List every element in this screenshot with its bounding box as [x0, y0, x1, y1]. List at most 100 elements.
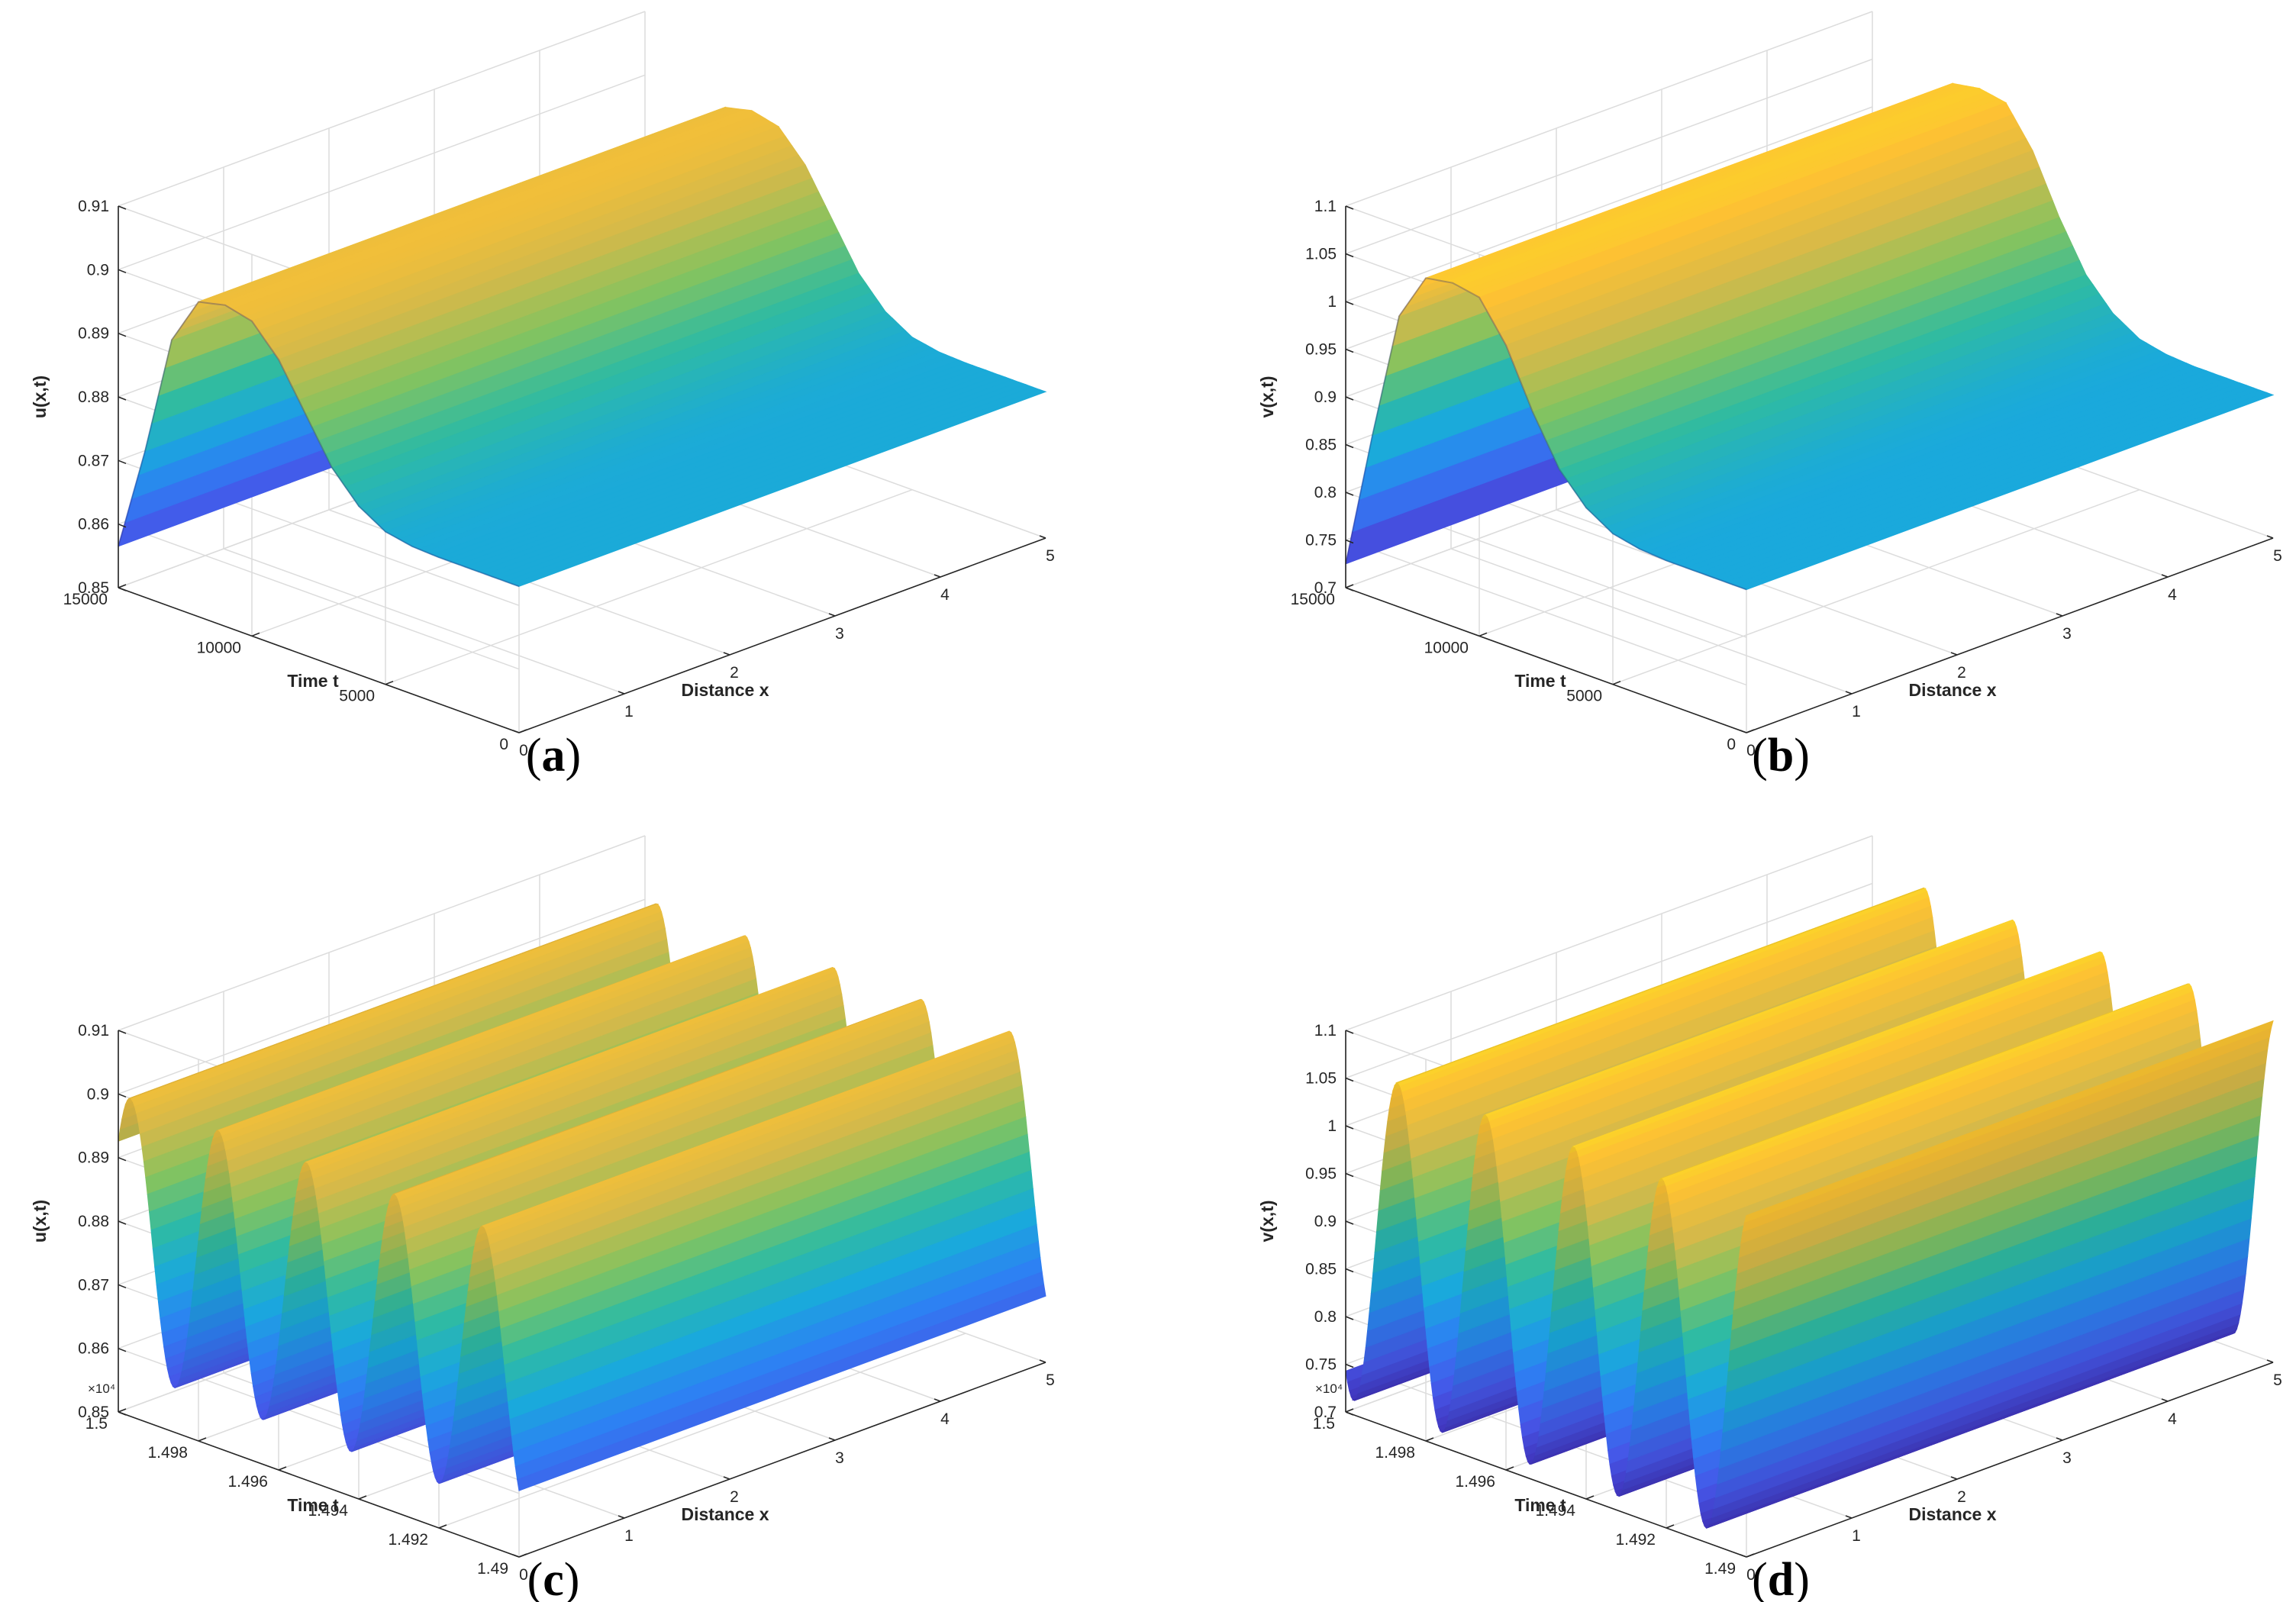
z-tick-label: 0.85 [78, 579, 109, 597]
grid-line [1345, 882, 1873, 1079]
z-tick-label: 0.8 [1314, 484, 1337, 501]
x-tick-label: 5 [1046, 547, 1055, 565]
x-tick-label: 1 [624, 1527, 634, 1545]
surface-edge [1345, 277, 1747, 591]
z-tick-mark [1345, 1125, 1354, 1130]
z-tick-label: 1.1 [1314, 198, 1337, 215]
z-tick-label: 0.89 [78, 325, 109, 343]
x-tick-label: 0 [519, 1566, 528, 1584]
z-tick-mark [1345, 396, 1354, 401]
x-tick-label: 1 [1852, 703, 1861, 720]
y-tick-mark [118, 1408, 127, 1413]
grid-line [118, 835, 646, 1031]
x-tick-label: 4 [2168, 1410, 2177, 1428]
z-tick-label: 0.95 [1305, 1165, 1337, 1183]
z-tick-mark [118, 1411, 127, 1416]
z-tick-mark [1345, 1077, 1354, 1082]
y-axis-line [118, 587, 520, 733]
surface-strip [517, 1284, 1046, 1491]
y-tick-mark [278, 1466, 287, 1471]
x-axis-line [1746, 537, 2274, 733]
y-axis-exponent: ×10⁴ [1315, 1381, 1343, 1396]
grid-line [1612, 488, 2140, 685]
surface [1345, 82, 2275, 591]
panel-caption-letter: c [543, 1554, 564, 1602]
grid-line [1345, 106, 1873, 302]
y-tick-label: 10000 [1424, 639, 1469, 656]
x-tick-label: 4 [2168, 586, 2177, 604]
z-tick-mark [1345, 1316, 1354, 1320]
z-axis-label: v(x,t) [1257, 1201, 1277, 1243]
y-axis-label: Time t [1514, 1495, 1566, 1515]
z-tick-mark [1345, 1030, 1354, 1034]
x-tick-label: 2 [730, 1488, 739, 1506]
panel-c: 0 1 2 3 4 5 1.49 1.492 1.494 1.496 1.498 1.50.85 0.8… [30, 835, 1055, 1602]
y-tick-mark [1479, 632, 1488, 637]
z-tick-mark [1345, 539, 1354, 544]
z-tick-mark [118, 1030, 127, 1034]
x-axis-label: Distance x [681, 680, 769, 700]
panel-caption-letter: b [1768, 730, 1794, 782]
y-tick-mark [438, 1524, 447, 1529]
x-tick-mark [1845, 691, 1853, 695]
z-tick-label: 0.89 [78, 1149, 109, 1167]
grid-line [385, 488, 913, 685]
z-tick-label: 0.7 [1314, 1404, 1337, 1421]
z-tick-label: 1 [1327, 1117, 1337, 1135]
grid-line [1345, 539, 1747, 686]
z-tick-label: 0.91 [78, 1022, 109, 1040]
z-tick-label: 0.9 [87, 1085, 109, 1103]
x-tick-mark [2161, 574, 2169, 578]
z-tick-mark [118, 587, 127, 591]
y-axis-line [118, 1411, 520, 1558]
y-tick-label: 1.498 [1375, 1444, 1415, 1462]
y-tick-label: 1.492 [1615, 1531, 1656, 1549]
x-tick-label: 3 [2062, 625, 2072, 643]
z-tick-label: 0.7 [1314, 579, 1337, 597]
y-tick-mark [1746, 729, 1755, 733]
z-tick-label: 1.05 [1305, 246, 1337, 263]
y-tick-label: 1.496 [227, 1473, 268, 1491]
z-tick-label: 0.86 [78, 516, 109, 533]
z-tick-mark [1345, 1363, 1354, 1368]
z-axis-label: u(x,t) [30, 376, 50, 418]
y-tick-label: 1.49 [477, 1560, 508, 1578]
x-tick-label: 5 [1046, 1372, 1055, 1389]
x-tick-mark [2056, 1437, 2063, 1441]
y-axis-label: Time t [287, 671, 339, 691]
y-tick-label: 1.5 [1313, 1415, 1335, 1433]
surface [1345, 887, 2274, 1529]
y-tick-mark [1666, 1524, 1675, 1529]
x-tick-mark [1950, 1476, 1958, 1480]
z-tick-label: 0.95 [1305, 341, 1337, 359]
x-tick-mark [1950, 652, 1958, 656]
z-tick-mark [118, 459, 127, 465]
x-tick-mark [828, 1437, 836, 1441]
z-tick-label: 0.85 [78, 1404, 109, 1421]
y-axis-line [1345, 587, 1747, 733]
z-tick-mark [1345, 443, 1354, 449]
z-tick-mark [118, 1347, 127, 1352]
surface-strip [1743, 1020, 2274, 1223]
x-tick-mark [723, 1476, 730, 1480]
x-tick-label: 0 [519, 742, 528, 759]
x-tick-label: 3 [835, 1449, 844, 1467]
x-tick-mark [512, 730, 520, 733]
x-tick-mark [618, 1515, 625, 1519]
z-tick-mark [1345, 205, 1354, 210]
x-tick-mark [1740, 730, 1747, 733]
x-tick-mark [828, 613, 836, 617]
y-tick-mark [518, 1553, 527, 1558]
grid-line [118, 11, 646, 207]
z-tick-mark [1345, 1220, 1354, 1225]
x-axis-line [518, 537, 1046, 733]
x-tick-mark [1039, 1359, 1046, 1363]
y-tick-mark [1612, 680, 1621, 685]
x-tick-label: 4 [940, 586, 950, 604]
y-tick-mark [1585, 1495, 1595, 1500]
y-tick-mark [1746, 1553, 1755, 1558]
